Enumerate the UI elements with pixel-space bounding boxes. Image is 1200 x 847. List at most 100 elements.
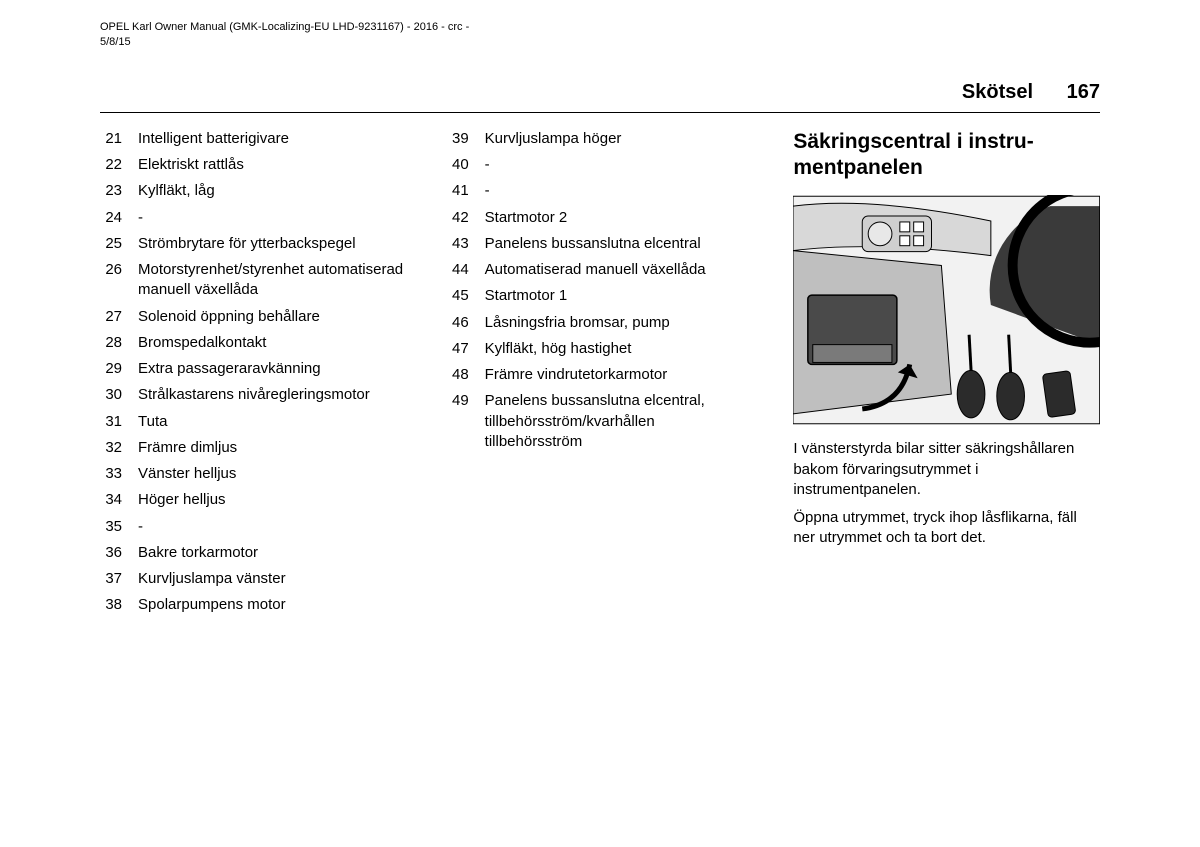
fuse-number: 28 [100,333,138,353]
fuse-label: Kylfläkt, låg [138,181,407,201]
fuse-label: Tuta [138,412,407,432]
fuse-label: Panelens bussanslutna elcentral [485,234,754,254]
fuse-row: 30Strålkastarens nivåregle­ringsmotor [100,385,407,405]
meta-line-1: OPEL Karl Owner Manual (GMK-Localizing-E… [100,20,1100,35]
fuse-label: - [485,181,754,201]
fuse-list-column-1: 21Intelligent batterigivare22Elektriskt … [100,129,407,622]
body-paragraph: Öppna utrymmet, tryck ihop låsfli­karna,… [793,508,1100,549]
fuse-label: - [138,517,407,537]
fuse-row: 43Panelens bussanslutna elcentral [447,234,754,254]
fuse-label: Spolarpumpens motor [138,595,407,615]
fuse-row: 35- [100,517,407,537]
fuse-row: 40- [447,155,754,175]
page-header: Skötsel 167 [100,81,1100,113]
fuse-number: 48 [447,365,485,385]
fuse-number: 36 [100,543,138,563]
page-number: 167 [1067,81,1100,103]
fuse-row: 24- [100,208,407,228]
fuse-number: 23 [100,181,138,201]
fuse-row: 23Kylfläkt, låg [100,181,407,201]
fuse-number: 47 [447,339,485,359]
body-paragraph: I vänsterstyrda bilar sitter säkri­ngshå… [793,439,1100,500]
fuse-label: Bakre torkarmotor [138,543,407,563]
fuse-number: 35 [100,517,138,537]
fuse-number: 41 [447,181,485,201]
fuse-row: 31Tuta [100,412,407,432]
manual-page: OPEL Karl Owner Manual (GMK-Localizing-E… [0,0,1200,847]
fuse-label: Panelens bussanslutna elcentral, tillbeh… [485,391,754,452]
fuse-label: Bromspedalkontakt [138,333,407,353]
fuse-label: Intelligent batterigivare [138,129,407,149]
fuse-number: 24 [100,208,138,228]
fuse-number: 39 [447,129,485,149]
section-heading: Säkringscentral i instru­mentpanelen [793,129,1100,182]
fuse-label: Kurvljuslampa höger [485,129,754,149]
fuse-number: 44 [447,260,485,280]
fuse-number: 37 [100,569,138,589]
fuse-number: 27 [100,307,138,327]
fuse-row: 29Extra passageraravkänning [100,359,407,379]
fuse-row: 36Bakre torkarmotor [100,543,407,563]
fuse-row: 21Intelligent batterigivare [100,129,407,149]
fuse-number: 30 [100,385,138,405]
content-columns: 21Intelligent batterigivare22Elektriskt … [100,129,1100,622]
fuse-row: 49Panelens bussanslutna elcentral, tillb… [447,391,754,452]
fuse-number: 42 [447,208,485,228]
fuse-number: 38 [100,595,138,615]
fuse-list-column-2: 39Kurvljuslampa höger40-41-42Startmotor … [447,129,754,622]
fuse-label: Strömbrytare för ytterback­spegel [138,234,407,254]
meta-line-2: 5/8/15 [100,35,1100,50]
fuse-label: Kylfläkt, hög hastighet [485,339,754,359]
fuse-number: 45 [447,286,485,306]
fuse-row: 32Främre dimljus [100,438,407,458]
fuse-row: 33Vänster helljus [100,464,407,484]
fuse-label: Vänster helljus [138,464,407,484]
fuse-row: 28Bromspedalkontakt [100,333,407,353]
fuse-number: 22 [100,155,138,175]
fuse-number: 26 [100,260,138,280]
fuse-number: 46 [447,313,485,333]
sidebar-column: Säkringscentral i instru­mentpanelen [793,129,1100,622]
fuse-label: Motorstyrenhet/styrenhet automatiserad m… [138,260,407,301]
fuse-row: 48Främre vindrutetorkarmotor [447,365,754,385]
fuse-row: 44Automatiserad manuell växellåda [447,260,754,280]
fuse-number: 33 [100,464,138,484]
fuse-label: Höger helljus [138,490,407,510]
fuse-label: Solenoid öppning behållare [138,307,407,327]
fuse-number: 32 [100,438,138,458]
fuse-number: 43 [447,234,485,254]
fuse-number: 40 [447,155,485,175]
fuse-row: 25Strömbrytare för ytterback­spegel [100,234,407,254]
fuse-label: Kurvljuslampa vänster [138,569,407,589]
fuse-row: 38Spolarpumpens motor [100,595,407,615]
fuse-row: 27Solenoid öppning behållare [100,307,407,327]
document-meta: OPEL Karl Owner Manual (GMK-Localizing-E… [100,20,1100,51]
fuse-row: 45Startmotor 1 [447,286,754,306]
fuse-row: 46Låsningsfria bromsar, pump [447,313,754,333]
fuse-label: Automatiserad manuell växellåda [485,260,754,280]
fuse-label: Elektriskt rattlås [138,155,407,175]
fuse-label: - [138,208,407,228]
fuse-label: Startmotor 1 [485,286,754,306]
fuse-label: Startmotor 2 [485,208,754,228]
fuse-number: 25 [100,234,138,254]
fuse-row: 39Kurvljuslampa höger [447,129,754,149]
fuse-row: 37Kurvljuslampa vänster [100,569,407,589]
fuse-label: Extra passageraravkänning [138,359,407,379]
fuse-row: 47Kylfläkt, hög hastighet [447,339,754,359]
fuse-label: Låsningsfria bromsar, pump [485,313,754,333]
fuse-label: Främre dimljus [138,438,407,458]
fuse-number: 49 [447,391,485,411]
fuse-number: 21 [100,129,138,149]
fuse-number: 31 [100,412,138,432]
fuse-row: 22Elektriskt rattlås [100,155,407,175]
fusebox-illustration [793,195,1100,425]
fuse-label: Strålkastarens nivåregle­ringsmotor [138,385,407,405]
fuse-row: 26Motorstyrenhet/styrenhet automatiserad… [100,260,407,301]
fuse-number: 29 [100,359,138,379]
section-title: Skötsel [962,81,1033,103]
fuse-row: 34Höger helljus [100,490,407,510]
fuse-number: 34 [100,490,138,510]
fuse-row: 41- [447,181,754,201]
fuse-row: 42Startmotor 2 [447,208,754,228]
